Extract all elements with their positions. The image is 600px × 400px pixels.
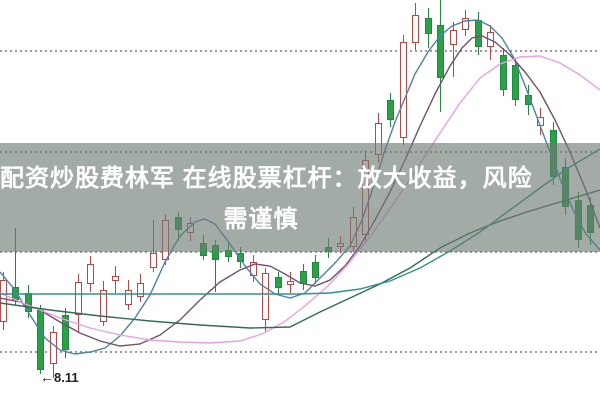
ma-fast-teal (0, 19, 600, 355)
candle-body (74, 282, 82, 315)
candle-body (124, 290, 132, 305)
candle-body (412, 15, 419, 43)
gridline (0, 251, 600, 253)
headline-line-2: 需谨慎 (223, 206, 299, 233)
ma-pink (0, 55, 600, 344)
candle-body (62, 315, 69, 350)
candle-body (87, 264, 94, 284)
candle-body (237, 253, 244, 262)
candle-body (49, 332, 57, 364)
candle-body (424, 18, 432, 34)
candle-body (274, 277, 282, 288)
gridline (0, 351, 600, 353)
left-arrow-icon: ← (40, 369, 54, 385)
candle-wick (452, 22, 454, 77)
candle-body (262, 273, 269, 320)
candle-body (312, 262, 319, 278)
candle-body (399, 42, 407, 138)
ma-mid-purple (0, 35, 600, 347)
candle-body (449, 30, 457, 45)
candle-body (462, 18, 469, 30)
candle-body (512, 65, 519, 100)
candle-body (137, 283, 144, 297)
candle-body (287, 281, 294, 285)
candle-wick (215, 240, 216, 292)
low-price-annotation: ←8.11 (40, 369, 79, 385)
candle-body (0, 280, 7, 322)
candle-body (112, 276, 119, 281)
headline-line-1: 配资炒股费林军 在线股票杠杆：放大收益，风险 (0, 165, 533, 192)
candle-body (437, 25, 444, 78)
candle-body (499, 55, 507, 90)
candle-body (99, 290, 107, 322)
headline-title: 配资炒股费林军 在线股票杠杆：放大收益，风险 需谨慎 (0, 158, 533, 240)
headline-overlay-band (0, 143, 600, 252)
candle-body (387, 100, 394, 120)
gridline (0, 50, 600, 52)
low-price-value: 8.11 (54, 370, 79, 385)
candle-wick (15, 228, 16, 306)
candle-body (149, 253, 157, 268)
